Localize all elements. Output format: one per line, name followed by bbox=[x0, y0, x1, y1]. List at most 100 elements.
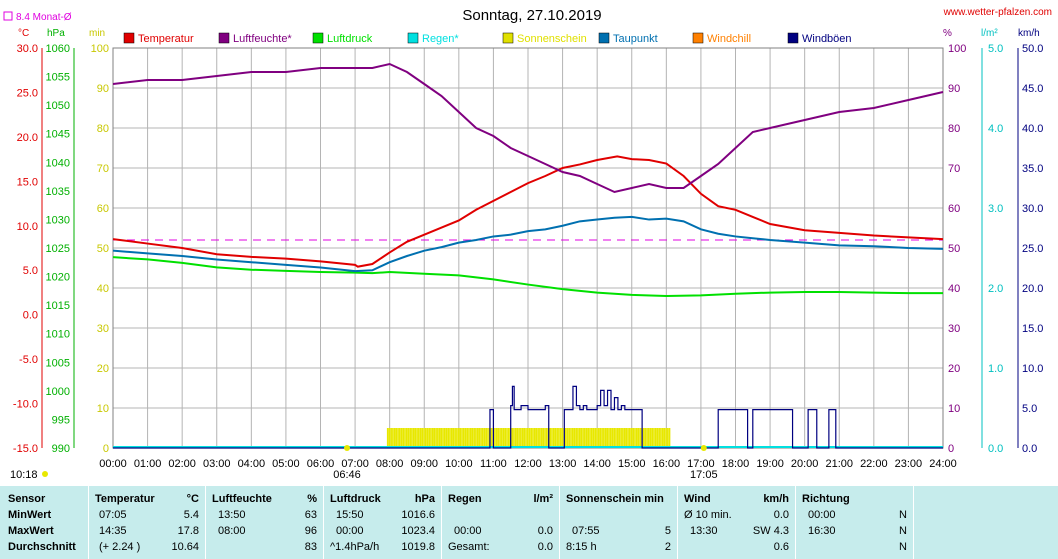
sunshine-bar bbox=[402, 428, 405, 448]
temp-axis-tick: 0.0 bbox=[23, 310, 38, 322]
sunshine-bar bbox=[499, 428, 501, 448]
stats-hum-max-value: 96 bbox=[304, 525, 317, 537]
sunshine-bar bbox=[539, 428, 541, 448]
x-tick-label: 00:00 bbox=[99, 458, 127, 470]
x-tick-label: 13:00 bbox=[549, 458, 577, 470]
temp-axis-tick: 5.0 bbox=[23, 265, 38, 277]
pct-axis-tick: 60 bbox=[948, 203, 960, 215]
sunshine-bar bbox=[628, 428, 631, 448]
sunshine-bar bbox=[667, 428, 669, 448]
sunshine-bar bbox=[651, 428, 654, 448]
sunshine-bar bbox=[649, 428, 652, 448]
sunshine-bar bbox=[606, 428, 609, 448]
sunshine-bar bbox=[532, 428, 534, 448]
sunshine-bar bbox=[542, 428, 545, 448]
sunshine-bar bbox=[571, 428, 574, 448]
rain-axis-tick: 4.0 bbox=[988, 123, 1003, 135]
sunshine-bar bbox=[504, 428, 507, 448]
unit-kmh: km/h bbox=[1018, 28, 1040, 39]
x-tick-label: 05:00 bbox=[272, 458, 300, 470]
sunshine-bar bbox=[635, 428, 638, 448]
sunshine-bar bbox=[473, 428, 475, 448]
sunshine-bar bbox=[457, 428, 460, 448]
sunshine-bar bbox=[421, 428, 424, 448]
sunshine-bar bbox=[577, 428, 579, 448]
site-link[interactable]: www.wetter-pfalzen.com bbox=[943, 7, 1052, 18]
rain-axis-tick: 0.0 bbox=[988, 443, 1003, 455]
legend-swatch bbox=[787, 32, 799, 44]
sunshine-bar bbox=[526, 428, 529, 448]
stats-temp-max-value: 17.8 bbox=[177, 525, 199, 537]
sunshine-bar bbox=[513, 428, 515, 448]
sunshine-bar bbox=[520, 428, 522, 448]
stats-wind-avg-value: 0.6 bbox=[773, 541, 789, 553]
stats-sun-total: 8:15 h bbox=[566, 541, 597, 553]
sunshine-bar bbox=[400, 428, 403, 448]
kmh-axis-tick: 25.0 bbox=[1022, 243, 1043, 255]
pct-axis-tick: 30 bbox=[948, 323, 960, 335]
sunshine-bar bbox=[502, 428, 505, 448]
legend-label: Windchill bbox=[707, 33, 751, 45]
stats-sun-max-value: 5 bbox=[664, 525, 671, 537]
stats-col-temperatur: Temperatur °C 07:05 5.4 14:35 17.8 (+ 2.… bbox=[89, 486, 205, 559]
sunshine-bar bbox=[426, 428, 429, 448]
x-tick-label: 07:00 bbox=[341, 458, 369, 470]
hpa-axis-tick: 1045 bbox=[46, 129, 70, 141]
stats-temp-unit: °C bbox=[186, 493, 199, 505]
sunshine-bar bbox=[399, 428, 401, 448]
sunshine-bar bbox=[395, 428, 398, 448]
chart-title: Sonntag, 27.10.2019 bbox=[462, 7, 601, 24]
sunshine-bar bbox=[442, 428, 444, 448]
stats-wind-title: Wind bbox=[684, 493, 711, 505]
sunshine-bar bbox=[490, 428, 493, 448]
sunshine-bar bbox=[573, 428, 576, 448]
sunshine-bar bbox=[599, 428, 602, 448]
sunshine-bar bbox=[390, 428, 392, 448]
x-tick-label: 09:00 bbox=[410, 458, 438, 470]
stats-rain-total-label: Gesamt: bbox=[448, 541, 490, 553]
sunshine-bar bbox=[594, 428, 596, 448]
stats-col-richtung: Richtung 00:00 N 16:30 N N bbox=[796, 486, 913, 559]
sunshine-bar bbox=[397, 428, 399, 448]
min-axis-tick: 50 bbox=[97, 243, 109, 255]
sunshine-bar bbox=[609, 428, 612, 448]
sunshine-bar bbox=[521, 428, 524, 448]
sunshine-bar bbox=[418, 428, 420, 448]
stats-press-max-time: 00:00 bbox=[336, 525, 364, 537]
x-tick-label: 15:00 bbox=[618, 458, 646, 470]
sunshine-bar bbox=[618, 428, 621, 448]
sunshine-bar bbox=[392, 428, 394, 448]
sunshine-bar bbox=[568, 428, 571, 448]
x-tick-label: 10:00 bbox=[445, 458, 473, 470]
sunshine-bar bbox=[590, 428, 593, 448]
sunrise-time: 06:46 bbox=[333, 469, 361, 481]
hpa-axis-tick: 1015 bbox=[46, 300, 70, 312]
sunshine-bar bbox=[485, 428, 488, 448]
sunshine-bar bbox=[494, 428, 496, 448]
temp-axis-tick: 10.0 bbox=[17, 221, 38, 233]
legend-swatch bbox=[218, 32, 230, 44]
min-axis-tick: 60 bbox=[97, 203, 109, 215]
weather-chart: Sonntag, 27.10.2019 www.wetter-pfalzen.c… bbox=[3, 7, 1052, 481]
sunshine-bar bbox=[443, 428, 446, 448]
x-tick-label: 11:00 bbox=[480, 458, 507, 470]
sunshine-bar bbox=[523, 428, 526, 448]
hpa-axis-tick: 1035 bbox=[46, 186, 70, 198]
sunshine-bar bbox=[468, 428, 470, 448]
stats-rain-title: Regen bbox=[448, 493, 482, 505]
sunshine-bar bbox=[597, 428, 600, 448]
hpa-axis-tick: 1010 bbox=[46, 329, 70, 341]
sunshine-bar bbox=[514, 428, 517, 448]
stats-dir-min-time: 00:00 bbox=[808, 509, 836, 521]
sunshine-bar bbox=[454, 428, 456, 448]
stats-wind-max-value: SW 4.3 bbox=[752, 525, 789, 537]
sunshine-bar bbox=[409, 428, 411, 448]
sunshine-bar bbox=[445, 428, 448, 448]
sunshine-bar bbox=[412, 428, 415, 448]
stats-hum-min-value: 63 bbox=[304, 509, 317, 521]
kmh-axis-tick: 40.0 bbox=[1022, 123, 1043, 135]
sunshine-bar bbox=[552, 428, 555, 448]
sunshine-bar bbox=[386, 428, 389, 448]
stats-hum-avg-value: 83 bbox=[304, 541, 317, 553]
sunshine-bar bbox=[615, 428, 617, 448]
